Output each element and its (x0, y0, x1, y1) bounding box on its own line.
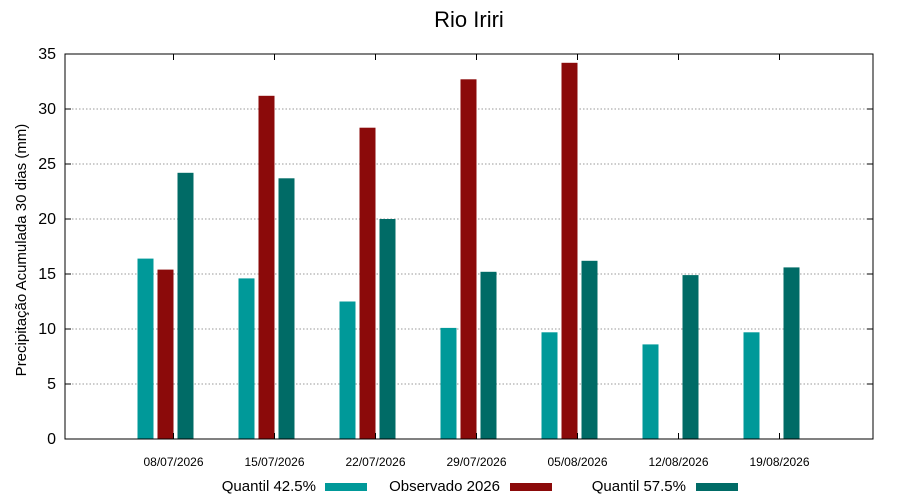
y-tick-label: 30 (38, 101, 56, 118)
bar (682, 275, 699, 439)
bars (137, 62, 800, 440)
bar (339, 301, 356, 439)
bar (561, 62, 578, 440)
x-tick-label: 05/08/2026 (547, 455, 607, 469)
bar (642, 344, 659, 439)
x-tick-label: 19/08/2026 (749, 455, 809, 469)
x-tick-label: 29/07/2026 (446, 455, 506, 469)
bar (359, 127, 376, 439)
bar (480, 271, 497, 439)
bar (258, 95, 275, 440)
x-axis-ticks: 08/07/2026 15/07/2026 22/07/2026 29/07/2026… (143, 54, 810, 469)
bar (137, 258, 154, 439)
plot-frame (64, 53, 874, 440)
legend-label: Quantil 42.5% (222, 478, 316, 495)
bar (541, 332, 558, 439)
y-axis-ticks: 0 5 10 15 20 25 30 35 (38, 46, 873, 448)
legend: Quantil 42.5% Observado 2026 Quantil 57.5% (222, 478, 738, 495)
bar (581, 260, 598, 439)
legend-label: Observado 2026 (389, 478, 500, 495)
y-tick-label: 35 (38, 46, 56, 63)
bar (440, 327, 457, 439)
y-axis-label: Precipitação Acumulada 30 dias (mm) (13, 124, 30, 377)
bar (157, 269, 174, 439)
y-tick-label: 20 (38, 211, 56, 228)
y-tick-label: 0 (47, 431, 56, 448)
legend-swatch (696, 483, 738, 491)
legend-swatch (510, 483, 552, 491)
bar (783, 267, 800, 439)
x-tick-label: 22/07/2026 (345, 455, 405, 469)
bar (460, 79, 477, 440)
x-tick-label: 08/07/2026 (143, 455, 203, 469)
x-tick-label: 15/07/2026 (244, 455, 304, 469)
bar (278, 178, 295, 440)
bar (743, 332, 760, 439)
legend-label: Quantil 57.5% (592, 478, 686, 495)
x-tick-label: 12/08/2026 (648, 455, 708, 469)
y-tick-label: 15 (38, 266, 56, 283)
y-tick-label: 5 (47, 376, 56, 393)
chart-title: Rio Iriri (434, 7, 504, 32)
y-tick-label: 25 (38, 156, 56, 173)
bar (177, 172, 194, 440)
bar (379, 219, 396, 439)
bar (238, 278, 255, 439)
y-tick-label: 10 (38, 321, 56, 338)
legend-swatch (325, 483, 367, 491)
